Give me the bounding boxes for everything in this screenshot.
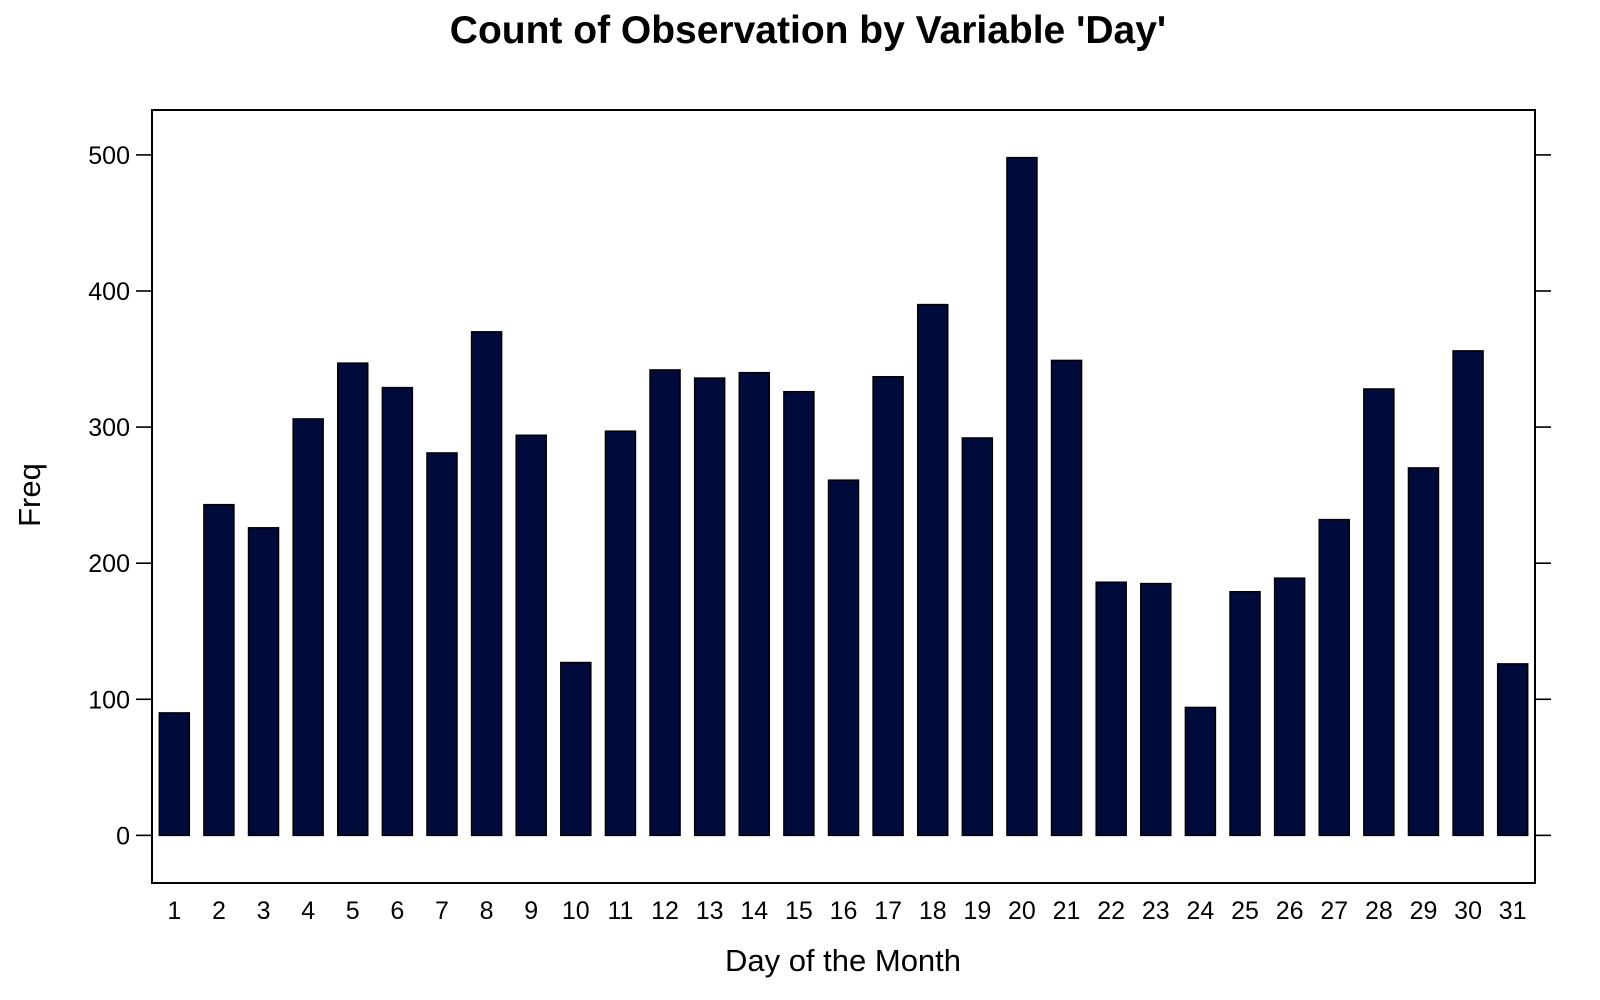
bar-day-15 xyxy=(784,392,814,836)
bar-day-10 xyxy=(561,663,591,836)
bar-day-22 xyxy=(1096,582,1126,835)
y-tick-label: 100 xyxy=(88,686,130,714)
bar-day-24 xyxy=(1185,707,1215,835)
x-tick-label: 20 xyxy=(1008,897,1036,925)
bar-day-17 xyxy=(873,377,903,836)
bar-day-11 xyxy=(605,431,635,835)
x-tick-label: 24 xyxy=(1186,897,1214,925)
x-tick-label: 29 xyxy=(1410,897,1438,925)
bar-day-18 xyxy=(918,305,948,836)
y-tick-label: 400 xyxy=(88,278,130,306)
x-tick-label: 4 xyxy=(301,897,315,925)
x-tick-label: 13 xyxy=(696,897,724,925)
bar-day-23 xyxy=(1141,584,1171,836)
y-axis-label: Freq xyxy=(12,463,47,527)
bar-day-14 xyxy=(739,373,769,836)
bar-day-26 xyxy=(1275,578,1305,835)
x-tick-label: 21 xyxy=(1053,897,1081,925)
bars-group xyxy=(159,158,1527,836)
bar-day-7 xyxy=(427,453,457,835)
x-tick-label: 27 xyxy=(1320,897,1348,925)
bar-day-6 xyxy=(382,388,412,836)
bar-day-4 xyxy=(293,419,323,835)
bar-day-9 xyxy=(516,435,546,835)
x-tick-label: 14 xyxy=(740,897,768,925)
x-tick-label: 28 xyxy=(1365,897,1393,925)
bar-day-12 xyxy=(650,370,680,835)
x-tick-label: 9 xyxy=(524,897,538,925)
bar-day-19 xyxy=(962,438,992,835)
x-tick-label: 31 xyxy=(1499,897,1527,925)
bar-day-1 xyxy=(159,713,189,835)
x-tick-label: 3 xyxy=(257,897,271,925)
y-tick-label: 500 xyxy=(88,142,130,170)
bar-day-5 xyxy=(338,363,368,835)
x-tick-label: 6 xyxy=(390,897,404,925)
bar-day-27 xyxy=(1319,520,1349,836)
bar-day-20 xyxy=(1007,158,1037,836)
bar-day-8 xyxy=(472,332,502,836)
chart-title: Count of Observation by Variable 'Day' xyxy=(450,9,1166,52)
x-tick-label: 5 xyxy=(346,897,360,925)
x-axis-label: Day of the Month xyxy=(725,943,961,978)
x-tick-label: 16 xyxy=(830,897,858,925)
x-tick-label: 1 xyxy=(167,897,181,925)
bar-day-25 xyxy=(1230,592,1260,836)
x-tick-label: 19 xyxy=(963,897,991,925)
bar-day-13 xyxy=(695,378,725,835)
y-tick-label: 0 xyxy=(116,822,130,850)
x-tick-label: 25 xyxy=(1231,897,1259,925)
x-tick-label: 18 xyxy=(919,897,947,925)
x-tick-label: 26 xyxy=(1276,897,1304,925)
x-tick-label: 30 xyxy=(1454,897,1482,925)
x-tick-label: 15 xyxy=(785,897,813,925)
bar-day-31 xyxy=(1498,664,1528,835)
x-tick-label: 23 xyxy=(1142,897,1170,925)
bar-day-2 xyxy=(204,505,234,836)
x-tick-label: 7 xyxy=(435,897,449,925)
bar-day-21 xyxy=(1052,360,1082,835)
x-axis: 1 2 3 4 5 6 7 8 9 10 11 12 13 14 15 16 17 18 19 20 21 22 23 24 2… xyxy=(167,897,1526,925)
bar-day-16 xyxy=(829,480,859,835)
y-tick-label: 200 xyxy=(88,550,130,578)
x-tick-label: 2 xyxy=(212,897,226,925)
x-tick-label: 8 xyxy=(480,897,494,925)
bar-day-3 xyxy=(249,528,279,836)
bar-day-28 xyxy=(1364,389,1394,835)
x-tick-label: 22 xyxy=(1097,897,1125,925)
bar-day-29 xyxy=(1408,468,1438,835)
y-tick-label: 300 xyxy=(88,414,130,442)
bar-day-30 xyxy=(1453,351,1483,835)
x-tick-label: 17 xyxy=(874,897,902,925)
x-tick-label: 11 xyxy=(607,897,633,925)
x-tick-label: 10 xyxy=(562,897,590,925)
x-tick-label: 12 xyxy=(651,897,679,925)
